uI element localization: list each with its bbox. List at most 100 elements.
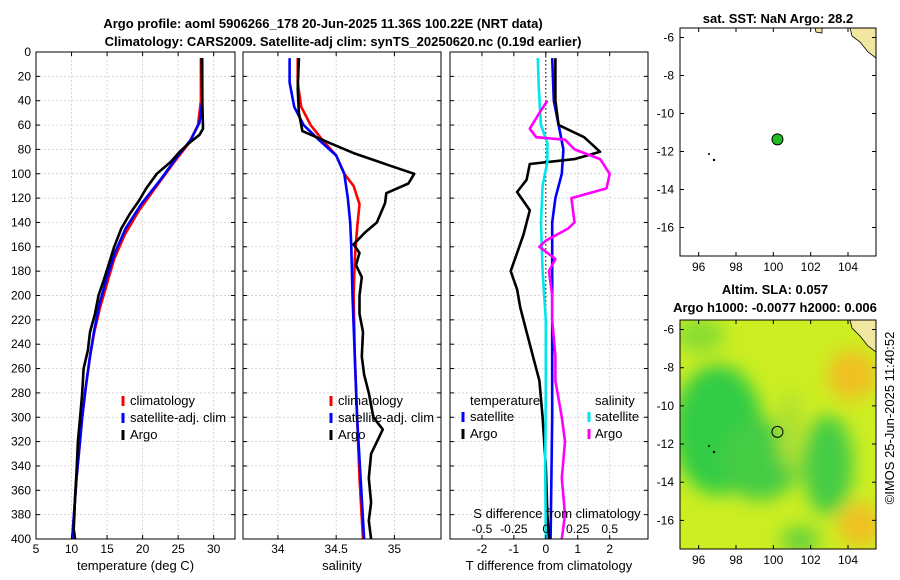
sla-map-title-line2: Argo h1000: -0.0077 h2000: 0.006 bbox=[673, 300, 877, 315]
legend-label: satellite-adj. clim bbox=[130, 410, 226, 425]
x-tick-label: 0 bbox=[542, 542, 549, 556]
map-y-tick-label: -8 bbox=[663, 361, 674, 375]
top-s-axis-label: S difference from climatology bbox=[473, 506, 641, 521]
map-y-tick-label: -6 bbox=[663, 31, 674, 45]
legend-title-salinity: salinity bbox=[595, 393, 635, 408]
map-x-tick-label: 102 bbox=[801, 260, 821, 274]
figure-title-line2: Climatology: CARS2009. Satellite-adj cli… bbox=[105, 34, 582, 49]
sla-map-ticks: 96 98 100 102 104 -6 -8 -10 -12 -14 -16 bbox=[657, 320, 876, 567]
y-tick-label: 260 bbox=[11, 362, 31, 376]
sst-argo-marker bbox=[771, 133, 784, 146]
x-tick-label: -2 bbox=[477, 542, 488, 556]
series-line-s-argo bbox=[528, 99, 612, 540]
legend-title-temperature: temperature bbox=[470, 393, 540, 408]
legend-label: Argo bbox=[130, 427, 157, 442]
sla-south bbox=[780, 526, 820, 549]
difference-panel: -2 -1 0 1 2 T difference from climatology S di… bbox=[449, 51, 649, 573]
x-axis-label: salinity bbox=[322, 558, 362, 573]
sla-land-cocos-2 bbox=[708, 445, 710, 447]
sla-argo-marker bbox=[771, 425, 784, 438]
map-x-tick-label: 104 bbox=[838, 260, 858, 274]
map-y-tick-label: -12 bbox=[657, 437, 675, 451]
sla-tongue bbox=[778, 390, 802, 470]
y-tick-label: 380 bbox=[11, 508, 31, 522]
series-line-argo bbox=[72, 58, 205, 540]
x-tick-label: 30 bbox=[207, 542, 221, 556]
y-tick-label: 360 bbox=[11, 483, 31, 497]
top-s-tick-label: 0 bbox=[542, 522, 549, 536]
sla-land-cocos-1 bbox=[712, 450, 716, 454]
map-y-tick-label: -16 bbox=[657, 221, 675, 235]
y-tick-label: 320 bbox=[11, 435, 31, 449]
sst-map-land bbox=[708, 28, 876, 162]
sst-land-islet bbox=[814, 28, 823, 34]
y-tick-label: 280 bbox=[11, 386, 31, 400]
y-tick-label: 220 bbox=[11, 313, 31, 327]
sst-map-frame bbox=[679, 27, 877, 257]
sst-map-title: sat. SST: NaN Argo: 28.2 bbox=[703, 11, 854, 26]
x-tick-label: 2 bbox=[606, 542, 613, 556]
sla-map: Altim. SLA: 0.057 Argo h1000: -0.0077 h2… bbox=[657, 282, 877, 567]
map-x-tick-label: 100 bbox=[763, 553, 783, 567]
y-tick-label: 300 bbox=[11, 410, 31, 424]
x-tick-label: 15 bbox=[100, 542, 114, 556]
y-tick-label: 200 bbox=[11, 289, 31, 303]
map-y-tick-label: -10 bbox=[657, 107, 675, 121]
x-tick-label: 20 bbox=[136, 542, 150, 556]
series-line-satellite-adj-clim bbox=[70, 58, 204, 540]
series-line-s-satellite bbox=[536, 58, 549, 540]
y-tick-label: 20 bbox=[18, 69, 32, 83]
y-tick-label: 60 bbox=[18, 118, 32, 132]
sla-map-title-line1: Altim. SLA: 0.057 bbox=[722, 282, 828, 297]
legend-label-t: satellite bbox=[470, 409, 514, 424]
series-line-t-argo bbox=[509, 58, 602, 540]
sla-map-field bbox=[680, 320, 876, 549]
argo-position-marker bbox=[771, 133, 784, 146]
sla-low-east bbox=[803, 415, 853, 515]
map-x-tick-label: 100 bbox=[763, 260, 783, 274]
legend-label-s: Argo bbox=[595, 426, 622, 441]
sla-map-frame bbox=[679, 319, 877, 550]
sla-land-sumatra bbox=[849, 320, 876, 353]
map-y-tick-label: -16 bbox=[657, 513, 675, 527]
map-y-tick-label: -14 bbox=[657, 183, 675, 197]
x-tick-label: 10 bbox=[65, 542, 79, 556]
sst-land-cocos-1 bbox=[712, 158, 716, 162]
y-tick-label: 160 bbox=[11, 240, 31, 254]
x-axis-label: T difference from climatology bbox=[466, 558, 633, 573]
map-y-tick-label: -10 bbox=[657, 399, 675, 413]
map-x-tick-label: 104 bbox=[838, 553, 858, 567]
top-s-tick-label: 0.5 bbox=[601, 522, 618, 536]
y-tick-label: 340 bbox=[11, 459, 31, 473]
y-tick-label: 180 bbox=[11, 264, 31, 278]
legend-label: satellite-adj. clim bbox=[338, 410, 434, 425]
map-x-tick-label: 98 bbox=[729, 260, 743, 274]
legend-label: climatology bbox=[338, 393, 404, 408]
temperature-panel: 5 10 15 20 25 30 temperature (deg C) 0 20 40 60 80 1… bbox=[11, 45, 236, 573]
argo-position-marker bbox=[771, 425, 784, 438]
x-tick-label: 5 bbox=[33, 542, 40, 556]
map-y-tick-label: -6 bbox=[663, 323, 674, 337]
sla-high-se bbox=[838, 503, 876, 547]
credit-text: ©IMOS 25-Jun-2025 11:40:52 bbox=[882, 332, 897, 505]
map-x-tick-label: 102 bbox=[801, 553, 821, 567]
series-line-argo bbox=[296, 58, 416, 540]
x-tick-label: 1 bbox=[574, 542, 581, 556]
figure-title-line1: Argo profile: aoml 5906266_178 20-Jun-20… bbox=[103, 16, 542, 31]
sla-nw bbox=[680, 320, 725, 353]
legend-label-s: satellite bbox=[595, 409, 639, 424]
sst-land-cocos-2 bbox=[708, 153, 710, 155]
y-tick-label: 400 bbox=[11, 532, 31, 546]
y-tick-label: 100 bbox=[11, 167, 31, 181]
y-tick-label: 240 bbox=[11, 337, 31, 351]
legend-label-t: Argo bbox=[470, 426, 497, 441]
sst-map-ticks: 96 98 100 102 104 -6 -8 -10 -12 -14 -16 bbox=[657, 28, 876, 274]
map-y-tick-label: -14 bbox=[657, 475, 675, 489]
sst-map: sat. SST: NaN Argo: 28.2 96 98 100 102 104 -6… bbox=[657, 11, 877, 274]
map-x-tick-label: 98 bbox=[729, 553, 743, 567]
x-tick-label: 34.5 bbox=[324, 542, 348, 556]
y-tick-label: 0 bbox=[24, 45, 31, 59]
salinity-panel: 34 34.5 35 salinity climatology satellite-adj… bbox=[242, 51, 442, 573]
top-s-tick-label: -0.25 bbox=[500, 522, 528, 536]
